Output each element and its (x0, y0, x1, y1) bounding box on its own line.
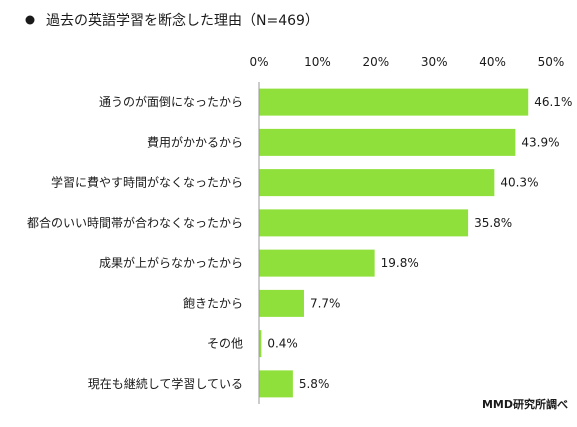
value-label: 5.8% (299, 377, 330, 391)
bar (259, 128, 516, 156)
bar-row: 成果が上がらなかったから 19.8% (99, 249, 419, 277)
source-credit: MMD研究所調べ (482, 397, 568, 411)
category-label: 飽きたから (183, 295, 243, 310)
bar-row: 都合のいい時間帯が合わなくなったから 35.8% (27, 209, 512, 237)
title-text: 過去の英語学習を断念した理由（N=469） (46, 12, 319, 29)
bar-row: 通うのが面倒になったから 46.1% (99, 88, 572, 116)
bar (259, 209, 469, 237)
category-label: 学習に費やす時間がなくなったから (51, 175, 243, 190)
value-label: 40.3% (500, 176, 538, 190)
value-label: 7.7% (310, 296, 341, 310)
bar (259, 88, 529, 116)
x-tick-label: 10% (304, 55, 331, 69)
bar (259, 370, 293, 398)
category-label: 現在も継続して学習している (88, 376, 243, 391)
bar-row: 学習に費やす時間がなくなったから 40.3% (51, 169, 538, 197)
bars: 通うのが面倒になったから 46.1% 費用がかかるから 43.9% 学習に費やす時間がな… (27, 88, 572, 398)
category-label: 通うのが面倒になったから (99, 94, 243, 109)
value-label: 19.8% (381, 256, 419, 270)
category-label: 成果が上がらなかったから (99, 255, 243, 270)
bar (259, 289, 304, 317)
bar-row: 費用がかかるから 43.9% (147, 128, 560, 156)
chart-title: 過去の英語学習を断念した理由（N=469） (25, 12, 319, 29)
value-label: 46.1% (534, 95, 572, 109)
bar (259, 330, 262, 358)
value-label: 35.8% (474, 216, 512, 230)
x-tick-label: 50% (538, 55, 565, 69)
bar-row: その他 0.4% (207, 330, 298, 358)
category-label: 都合のいい時間帯が合わなくなったから (27, 215, 243, 230)
x-tick-label: 30% (421, 55, 448, 69)
category-label: その他 (207, 337, 243, 351)
bar-row: 飽きたから 7.7% (183, 289, 341, 317)
x-tick-label: 40% (479, 55, 506, 69)
bar-row: 現在も継続して学習している 5.8% (88, 370, 330, 398)
x-axis-ticks: 0% 10% 20% 30% 40% 50% (249, 55, 564, 69)
bar (259, 249, 375, 277)
category-label: 費用がかかるから (147, 134, 243, 149)
bar (259, 169, 495, 197)
value-label: 0.4% (267, 337, 298, 351)
x-tick-label: 20% (362, 55, 389, 69)
x-tick-label: 0% (249, 55, 268, 69)
value-label: 43.9% (521, 135, 559, 149)
title-bullet-icon (25, 15, 35, 25)
